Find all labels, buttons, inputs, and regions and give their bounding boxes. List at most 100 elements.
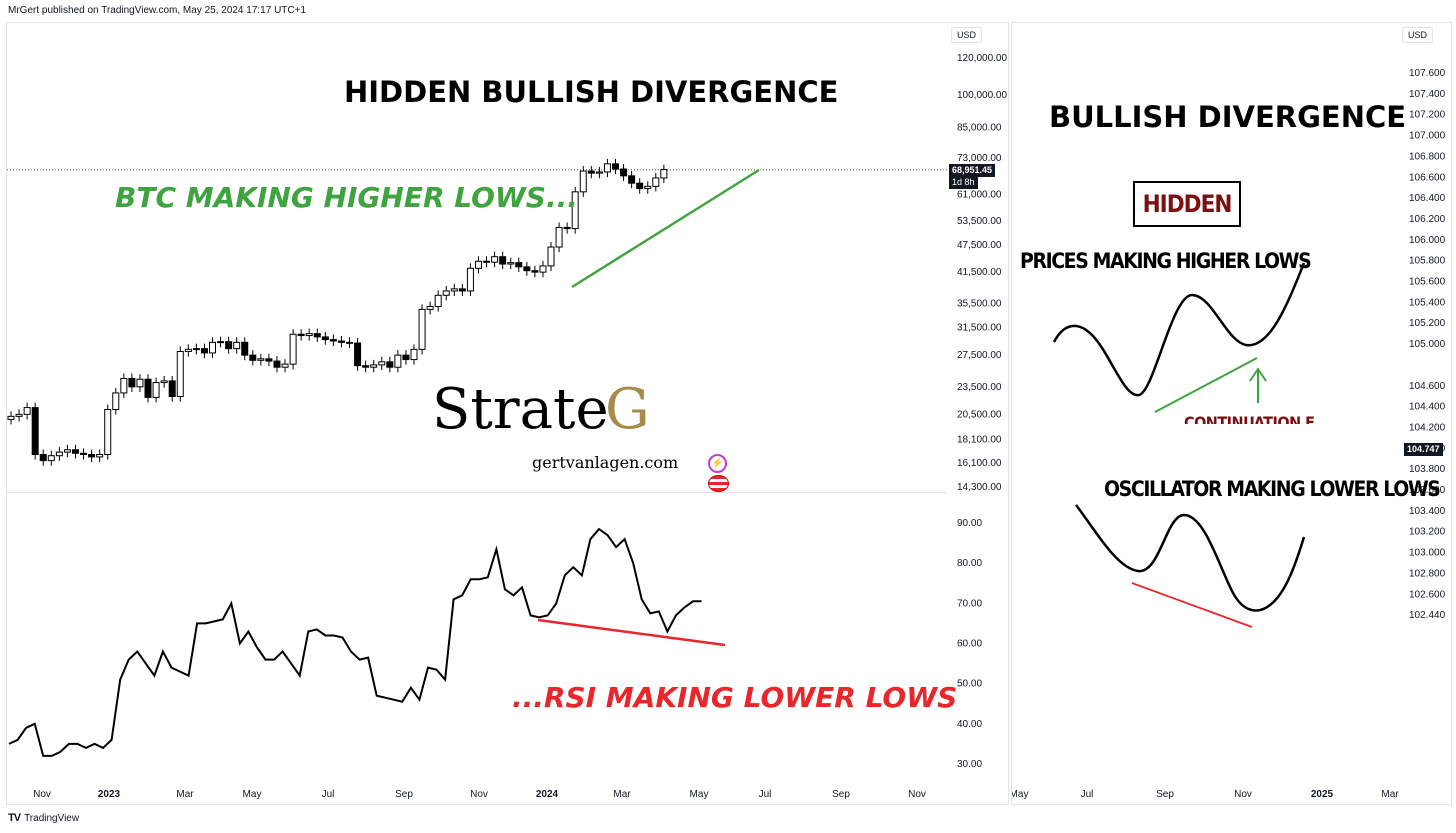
right-axis-tick: 103.400 (1409, 506, 1446, 517)
candle-body (652, 177, 660, 187)
candle-body (386, 361, 394, 368)
candle-body (217, 341, 225, 344)
rsi-annotation: ...RSI MAKING LOWER LOWS (512, 681, 958, 714)
candle-body (450, 288, 458, 292)
hidden-trendline-green (1154, 357, 1258, 413)
right-time-axis-tick: Jul (1081, 789, 1094, 800)
logo-mark: G (605, 377, 650, 442)
candle-body (491, 256, 499, 263)
candle-body (249, 354, 257, 361)
right-axis-tick: 103.200 (1409, 527, 1446, 538)
right-axis-tick: 106.800 (1409, 151, 1446, 162)
candle-body (329, 339, 337, 342)
currency-label-right[interactable]: USD (1402, 27, 1434, 43)
time-axis-tick: May (690, 789, 709, 800)
right-axis-tick: 106.200 (1409, 214, 1446, 225)
price-axis-tick: 47,500.00 (957, 240, 1002, 251)
website-label: gertvanlagen.com (532, 453, 679, 472)
left-chart-svg: 120,000.00 100,000.00 85,000.00 73,000.00 61… (7, 53, 1007, 800)
price-axis-tick: 73,000.00 (957, 153, 1002, 164)
us-flag-icon[interactable] (708, 475, 729, 492)
candle-body (233, 341, 241, 350)
right-axis-tick: 106.400 (1409, 193, 1446, 204)
price-axis-tick: 20,500.00 (957, 409, 1002, 420)
right-chart-panel[interactable]: 107.600 107.400 107.200 107.000 106.800 106.6… (1011, 22, 1452, 805)
candle-body (515, 262, 523, 268)
candle-body (620, 168, 628, 177)
candle-body (442, 290, 450, 296)
chart-title: HIDDEN BULLISH DIVERGENCE (344, 75, 839, 109)
price-axis-tick: 14,300.00 (957, 482, 1002, 493)
right-time-axis-tick: Sep (1156, 789, 1174, 800)
pane-separator[interactable] (7, 492, 947, 493)
left-chart-panel[interactable]: 120,000.00 100,000.00 85,000.00 73,000.00 61… (6, 22, 1009, 805)
alert-icon[interactable]: ⚡ (708, 454, 727, 473)
time-axis-tick: Nov (908, 789, 926, 800)
price-wave-line (1052, 262, 1306, 397)
continuation-label: CONTINUATION EN (1184, 413, 1314, 424)
time-axis-tick: Sep (832, 789, 850, 800)
candle-body (539, 265, 547, 273)
candle-body (547, 246, 555, 267)
candle-body (200, 348, 208, 354)
time-axis-tick: Nov (33, 789, 51, 800)
candle-body (144, 378, 152, 398)
price-axis-tick: 53,500.00 (957, 216, 1002, 227)
candle-body (378, 361, 386, 366)
candle-body (394, 354, 402, 368)
candle-body (587, 170, 595, 174)
price-axis-tick: 18,100.00 (957, 434, 1002, 445)
right-axis-tick: 103.600 (1409, 485, 1446, 496)
candle-body (297, 333, 305, 337)
candle-body (168, 380, 176, 397)
candle-body (346, 341, 354, 344)
candle-body (47, 455, 55, 462)
price-axis-tick: 35,500.00 (957, 299, 1002, 310)
currency-label[interactable]: USD (951, 27, 983, 43)
candle-body (426, 305, 434, 310)
candle-body (563, 226, 571, 230)
candle-body (531, 270, 539, 273)
rsi-axis-tick: 30.00 (957, 759, 982, 770)
candle-body (579, 170, 587, 193)
time-axis-tick: May (243, 789, 262, 800)
right-axis-tick: 105.000 (1409, 339, 1446, 350)
candle-body (402, 354, 410, 361)
candle-body (176, 350, 184, 397)
right-axis-tick: 106.600 (1409, 172, 1446, 183)
prices-label: PRICES MAKING HIGHER LOWS (1020, 249, 1312, 273)
right-title: BULLISH DIVERGENCE (1049, 100, 1407, 134)
price-axis-tick: 41,500.00 (957, 267, 1002, 278)
last-price-badge-right: 104.747 (1404, 443, 1443, 456)
price-axis-tick: 16,100.00 (957, 458, 1002, 469)
rsi-axis-tick: 90.00 (957, 518, 982, 529)
rsi-axis-tick: 60.00 (957, 639, 982, 650)
candle-body (523, 266, 531, 272)
rsi-axis-tick: 70.00 (957, 598, 982, 609)
right-axis-tick: 105.400 (1409, 297, 1446, 308)
rsi-line (8, 527, 702, 757)
candle-body (257, 358, 265, 361)
right-time-axis-tick: Mar (1381, 789, 1399, 800)
candle-body (313, 333, 321, 338)
publisher-header: MrGert published on TradingView.com, May… (8, 5, 307, 16)
right-axis-tick: 103.000 (1409, 548, 1446, 559)
candle-body (595, 171, 603, 174)
footer-brand[interactable]: TV TradingView (8, 812, 79, 824)
candle-body (281, 363, 289, 368)
hidden-badge-text: HIDDEN (1142, 190, 1233, 218)
time-axis-tick: Mar (613, 789, 631, 800)
candle-body (507, 262, 515, 265)
right-axis-tick: 107.000 (1409, 131, 1446, 142)
candle-body (31, 407, 39, 456)
time-axis-tick: 2023 (98, 789, 121, 800)
candle-body (192, 348, 200, 351)
candle-body (63, 449, 71, 453)
candle-body (7, 415, 15, 420)
candle-body (370, 364, 378, 368)
continuation-clip: CONTINUATION EN (1184, 413, 1314, 424)
rsi-axis-tick: 80.00 (957, 558, 982, 569)
rsi-axis-tick: 50.00 (957, 679, 982, 690)
candle-body (418, 308, 426, 350)
oscillator-trendline-red (1131, 582, 1253, 628)
